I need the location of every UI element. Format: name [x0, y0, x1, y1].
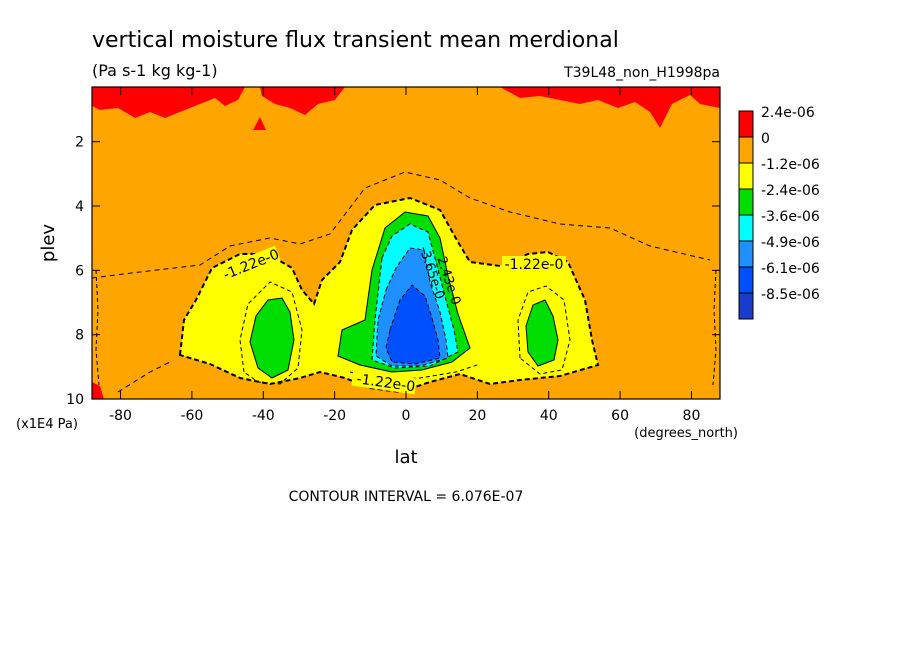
colorbar-swatch — [738, 188, 754, 216]
contour-label: -1.22e-0 — [505, 257, 564, 273]
colorbar-label: -4.9e-06 — [761, 235, 820, 251]
region-minus-2-4-south — [249, 297, 295, 379]
chart-units: (Pa s-1 kg kg-1) — [92, 61, 218, 80]
x-tick-label: 60 — [611, 408, 629, 424]
y-tick-label: 4 — [75, 199, 84, 215]
contour-line-equator-base — [349, 363, 481, 381]
colorbar-swatch — [738, 266, 754, 294]
contour-line-outer-2 — [117, 361, 171, 393]
region-positive-top-left — [92, 87, 245, 118]
plot-area: -1.22e-0 -1.22e-0 -1.22e-0 2.43e-0 -3.65… — [92, 87, 720, 399]
contour-line-outer — [92, 171, 711, 279]
region-positive-top-center — [260, 87, 345, 115]
x-tick-label: -20 — [323, 408, 346, 424]
x-tick-label: -40 — [252, 408, 275, 424]
x-axis-units: (degrees_north) — [634, 426, 738, 441]
x-tick-label: 0 — [402, 408, 411, 424]
contour-line-inner-south — [239, 281, 303, 385]
region-positive-top-right — [500, 87, 720, 128]
colorbar-swatch — [738, 110, 754, 138]
x-tick-label: -60 — [180, 408, 203, 424]
colorbar-label: 0 — [761, 131, 770, 147]
colorbar-label: -8.5e-06 — [761, 287, 820, 303]
colorbar-label: -2.4e-06 — [761, 183, 820, 199]
y-tick-label: 10 — [66, 392, 84, 408]
y-tick-label: 2 — [75, 135, 84, 151]
colorbar-swatch — [738, 240, 754, 268]
y-tick-label: 8 — [75, 328, 84, 344]
colorbar-legend: 2.4e-06 0 -1.2e-06 -2.4e-06 -3.6e-06 -4.9e-06… — [738, 105, 820, 320]
colorbar-swatch — [738, 136, 754, 164]
y-tick-label: 6 — [75, 263, 84, 279]
y-axis-label: plev — [38, 224, 59, 263]
x-axis-label: lat — [394, 447, 417, 468]
colorbar-swatch — [738, 214, 754, 242]
colorbar-swatch — [738, 292, 754, 320]
colorbar-label: 2.4e-06 — [761, 105, 815, 121]
x-tick-label: -80 — [109, 408, 132, 424]
x-tick-label: 20 — [468, 408, 486, 424]
x-tick-label: 80 — [683, 408, 701, 424]
y-axis-units: (x1E4 Pa) — [16, 417, 78, 432]
x-axis: -80 -60 -40 -20 0 20 40 60 80 — [109, 87, 700, 424]
region-positive-bottom-left — [92, 382, 104, 399]
y-axis: 2 4 6 8 10 — [66, 135, 720, 408]
colorbar-label: -1.2e-06 — [761, 157, 820, 173]
x-tick-label: 40 — [540, 408, 558, 424]
contour-interval-note: CONTOUR INTERVAL = 6.076E-07 — [289, 489, 524, 505]
chart-title: vertical moisture flux transient mean me… — [92, 28, 619, 53]
region-positive-spot — [253, 117, 266, 130]
region-minus-2-4-north — [525, 299, 559, 367]
colorbar-label: -3.6e-06 — [761, 209, 820, 225]
region-minus-8-5 — [385, 284, 441, 365]
colorbar-label: -6.1e-06 — [761, 261, 820, 277]
run-label: T39L48_non_H1998pa — [563, 65, 720, 81]
colorbar-swatch — [738, 162, 754, 190]
